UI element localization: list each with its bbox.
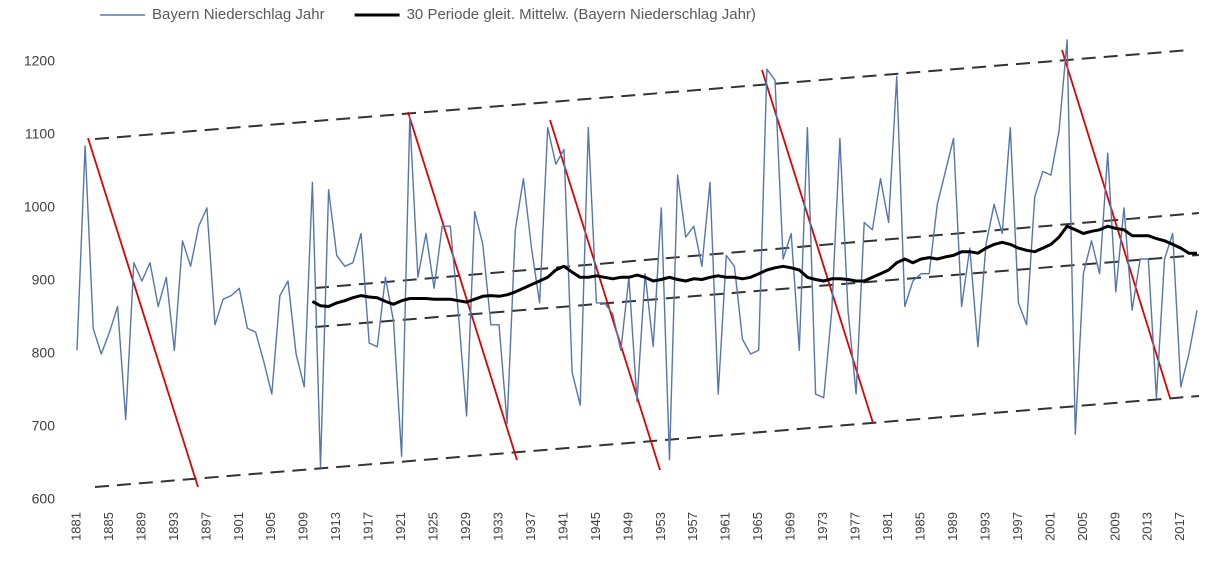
decline-line [549, 119, 661, 471]
x-tick-label: 1989 [945, 512, 960, 541]
y-tick-label: 800 [32, 345, 56, 361]
upper-band-line [314, 212, 1200, 289]
x-tick-label: 2009 [1107, 512, 1122, 541]
data-line [76, 39, 1198, 468]
x-tick-label: 1973 [815, 512, 830, 541]
x-tick-label: 1929 [458, 512, 473, 541]
x-tick-label: 1905 [263, 512, 278, 541]
x-tick-label: 1945 [588, 512, 603, 541]
x-tick-label: 1933 [490, 512, 505, 541]
x-tick-label: 1997 [1010, 512, 1025, 541]
x-tick-label: 1921 [393, 512, 408, 541]
x-tick-label: 1977 [848, 512, 863, 541]
x-tick-label: 1889 [133, 512, 148, 541]
decline-line [761, 69, 874, 424]
x-tick-label: 1909 [296, 512, 311, 541]
x-tick-label: 2017 [1172, 512, 1187, 541]
x-tick-label: 2005 [1075, 512, 1090, 541]
y-tick-label: 1200 [24, 53, 55, 69]
x-tick-label: 1897 [198, 512, 213, 541]
x-tick-label: 1925 [426, 512, 441, 541]
decline-line [87, 137, 199, 488]
lower-trend-line [94, 395, 1200, 488]
x-tick-label: 1941 [555, 512, 570, 541]
x-tick-label: 1957 [685, 512, 700, 541]
legend-label: Bayern Niederschlag Jahr [152, 6, 325, 23]
x-tick-label: 1969 [783, 512, 798, 541]
x-tick-label: 1993 [977, 512, 992, 541]
x-tick-label: 2013 [1140, 512, 1155, 541]
x-tick-label: 1981 [880, 512, 895, 541]
x-tick-label: 1881 [68, 512, 83, 541]
x-tick-label: 1965 [750, 512, 765, 541]
x-tick-label: 1949 [620, 512, 635, 541]
x-tick-label: 1913 [328, 512, 343, 541]
legend-label: 30 Periode gleit. Mittelw. (Bayern Niede… [407, 6, 756, 23]
x-tick-label: 2001 [1042, 512, 1057, 541]
y-tick-label: 1000 [24, 199, 55, 215]
y-tick-label: 600 [32, 491, 56, 507]
annotations [87, 49, 1200, 488]
x-tick-label: 1917 [361, 512, 376, 541]
y-tick-label: 900 [32, 272, 56, 288]
y-tick-label: 700 [32, 418, 56, 434]
x-tick-label: 1953 [653, 512, 668, 541]
x-tick-label: 1885 [101, 512, 116, 541]
upper-trend-line [94, 49, 1191, 140]
x-tick-label: 1985 [912, 512, 927, 541]
decline-line [407, 111, 518, 461]
x-tick-label: 1893 [166, 512, 181, 541]
lower-band-line [314, 254, 1200, 328]
x-tick-label: 1961 [718, 512, 733, 541]
x-tick-label: 1901 [231, 512, 246, 541]
x-tick-label: 1937 [523, 512, 538, 541]
decline-line [1061, 49, 1171, 399]
y-tick-label: 1100 [25, 126, 55, 142]
data-line [311, 224, 1197, 308]
